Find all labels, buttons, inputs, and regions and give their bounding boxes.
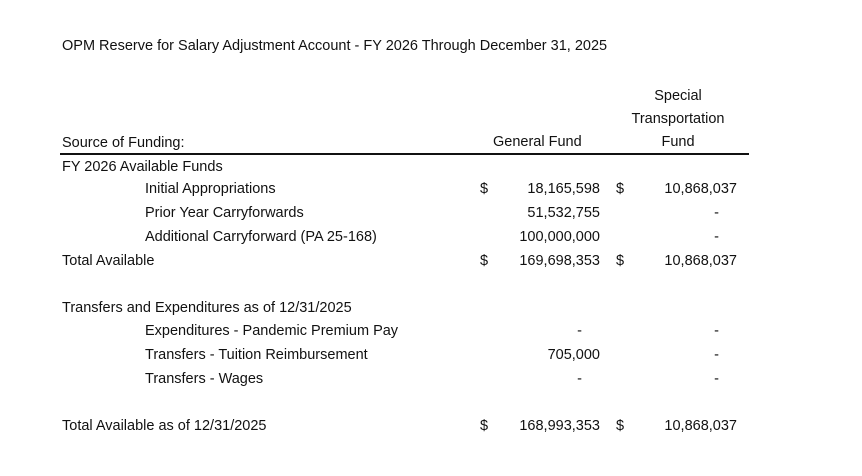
report-title: OPM Reserve for Salary Adjustment Accoun… [62,38,608,54]
gf-dollar-sign: $ [480,181,489,197]
row-label: FY 2026 Available Funds [62,159,223,175]
row-label: Total Available [62,253,155,269]
gf-value: 705,000 [547,347,600,363]
table-row-total: Total Available $ 169,698,353 $ 10,868,0… [0,251,862,271]
row-label: Total Available as of 12/31/2025 [62,418,267,434]
stf-value: - [714,205,719,221]
table-row-total: Total Available as of 12/31/2025 $ 168,9… [0,416,862,436]
gf-value: 168,993,353 [519,418,600,434]
stf-value: 10,868,037 [664,418,737,434]
gf-value: 100,000,000 [519,229,600,245]
table-row: FY 2026 Available Funds [0,157,862,177]
gf-value: 51,532,755 [527,205,600,221]
stf-value: - [714,347,719,363]
table-row: Prior Year Carryforwards 51,532,755 - [0,203,862,223]
gf-value: 18,165,598 [527,181,600,197]
stf-dollar-sign: $ [616,253,625,269]
header-stf-line3: Fund [661,134,695,150]
header-stf-line1: Special [654,88,702,104]
stf-dollar-sign: $ [616,418,625,434]
table-row: Transfers - Tuition Reimbursement 705,00… [0,345,862,365]
stf-value: 10,868,037 [664,181,737,197]
gf-dollar-sign: $ [480,253,489,269]
header-general-fund: General Fund [493,134,582,150]
row-label: Initial Appropriations [145,181,276,197]
row-label: Expenditures - Pandemic Premium Pay [145,323,399,339]
gf-value: - [577,371,582,387]
row-label: Prior Year Carryforwards [145,205,304,221]
table-row: Transfers - Wages - - [0,369,862,389]
row-label: Transfers - Wages [145,371,264,387]
stf-value: - [714,371,719,387]
stf-dollar-sign: $ [616,181,625,197]
table-row: Initial Appropriations $ 18,165,598 $ 10… [0,179,862,199]
table-row: Transfers and Expenditures as of 12/31/2… [0,298,862,318]
stf-value: - [714,229,719,245]
row-label: Transfers - Tuition Reimbursement [145,347,368,363]
header-stf-line2: Transportation [631,111,725,127]
gf-dollar-sign: $ [480,418,489,434]
gf-value: - [577,323,582,339]
stf-value: - [714,323,719,339]
table-row: Expenditures - Pandemic Premium Pay - - [0,321,862,341]
row-label: Additional Carryforward (PA 25-168) [145,229,377,245]
stf-value: 10,868,037 [664,253,737,269]
table-row: Additional Carryforward (PA 25-168) 100,… [0,227,862,247]
gf-value: 169,698,353 [519,253,600,269]
row-label: Transfers and Expenditures as of 12/31/2… [62,300,352,316]
header-source-of-funding: Source of Funding: [62,135,185,151]
header-rule [60,153,749,155]
